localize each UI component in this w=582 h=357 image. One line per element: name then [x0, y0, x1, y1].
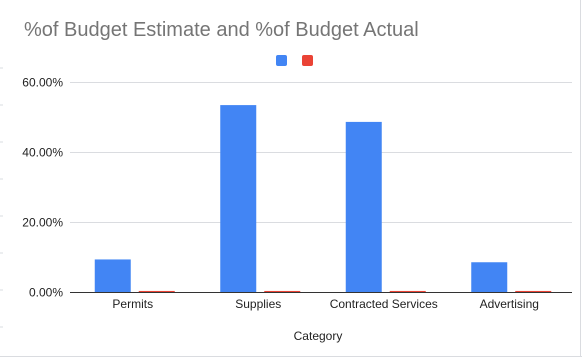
legend-swatch-0 [276, 55, 287, 66]
x-axis-ticks: Permits Supplies Contracted Services Advert… [112, 297, 539, 311]
bar-s0-3 [471, 262, 508, 292]
gridlines [70, 82, 572, 293]
x-axis-title: Category [294, 329, 343, 343]
y-tick-label: 20.00% [22, 216, 63, 230]
chart-title: %of Budget Estimate and %of Budget Actua… [24, 19, 419, 41]
x-tick-label: Permits [112, 297, 153, 311]
y-tick-label: 0.00% [29, 286, 63, 300]
y-tick-label: 40.00% [22, 146, 63, 160]
x-tick-label: Supplies [235, 297, 281, 311]
x-tick-label: Contracted Services [330, 297, 438, 311]
bar-s0-1 [220, 105, 257, 292]
bars [94, 105, 552, 293]
bar-s1-1 [264, 290, 301, 292]
y-tick-label: 60.00% [22, 76, 63, 90]
legend [276, 55, 313, 66]
bar-s0-0 [94, 259, 131, 292]
legend-swatch-1 [302, 55, 313, 66]
bar-s1-2 [389, 290, 426, 292]
bar-s0-2 [345, 121, 382, 293]
bar-s1-3 [515, 290, 552, 292]
bar-s1-0 [138, 290, 175, 292]
x-tick-label: Advertising [480, 297, 539, 311]
y-axis-ticks: 0.00% 20.00% 40.00% 60.00% [22, 76, 63, 300]
